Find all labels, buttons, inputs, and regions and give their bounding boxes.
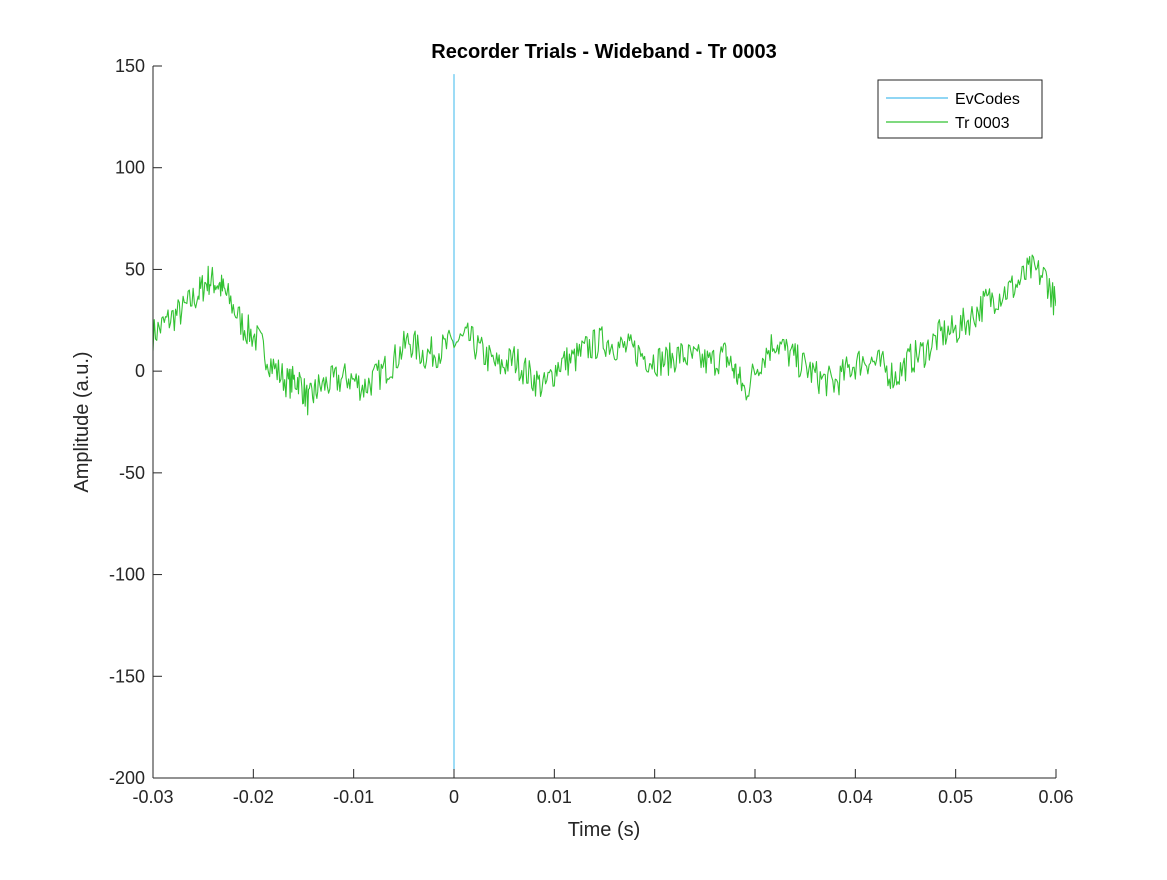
y-tick-label: -150 <box>109 666 145 686</box>
legend-label-1: Tr 0003 <box>955 115 1010 132</box>
x-tick-label: 0.06 <box>1038 787 1073 807</box>
y-tick-label: 100 <box>115 158 145 178</box>
y-tick-label: -50 <box>119 463 145 483</box>
x-tick-label: 0.01 <box>537 787 572 807</box>
y-tick-label: -100 <box>109 565 145 585</box>
legend: EvCodes Tr 0003 <box>877 79 1043 139</box>
y-axis-label: Amplitude (a.u.) <box>71 351 93 492</box>
x-tick-label: 0.05 <box>938 787 973 807</box>
x-axis-label: Time (s) <box>568 819 641 841</box>
y-tick-label: 50 <box>125 259 145 279</box>
x-tick-label: 0.03 <box>737 787 772 807</box>
x-tick-label: -0.03 <box>132 787 173 807</box>
y-tick-label: 0 <box>135 361 145 381</box>
axes: -0.03 -0.02 -0.01 0 0.01 0.02 0.03 0.04 0.05 0.06… <box>109 56 1074 807</box>
chart-title: Recorder Trials - Wideband - Tr 0003 <box>431 41 777 63</box>
x-tick-label: -0.01 <box>333 787 374 807</box>
plot-area <box>153 74 1056 770</box>
legend-label-0: EvCodes <box>955 91 1020 108</box>
x-tick-label: 0.02 <box>637 787 672 807</box>
y-tick-label: 150 <box>115 56 145 76</box>
y-tick-label: -200 <box>109 768 145 788</box>
legend-box <box>877 79 1043 139</box>
x-tick-label: -0.02 <box>233 787 274 807</box>
series-line-1 <box>153 254 1056 416</box>
x-tick-label: 0.04 <box>838 787 873 807</box>
x-tick-label: 0 <box>449 787 459 807</box>
